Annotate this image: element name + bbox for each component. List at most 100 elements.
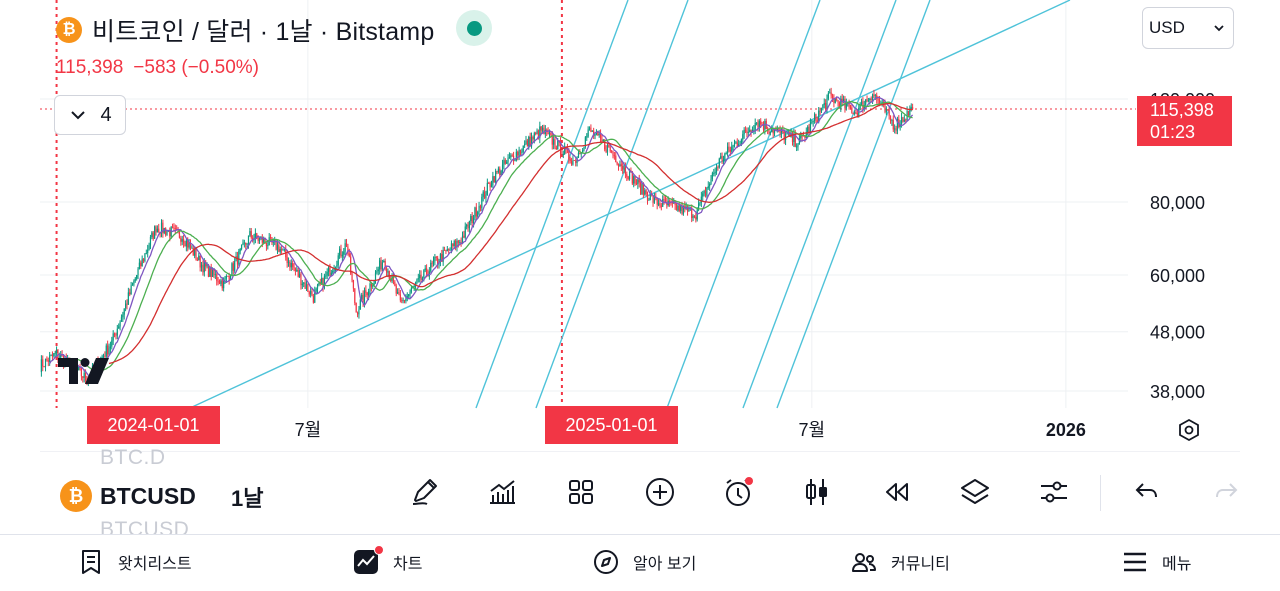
candle-body <box>232 263 234 271</box>
candle-body <box>362 294 364 303</box>
candle-body <box>296 269 298 271</box>
candle-body <box>305 284 308 289</box>
candle-body <box>51 354 54 357</box>
candle-body <box>764 121 766 130</box>
nav-chart[interactable]: 차트 <box>353 545 423 575</box>
candle-body <box>728 146 730 150</box>
undo-button[interactable] <box>1127 472 1167 512</box>
redo-button[interactable] <box>1206 472 1246 512</box>
candle-body <box>746 131 748 133</box>
price-change: −583 (−0.50%) <box>133 57 259 78</box>
trend-line <box>666 0 821 409</box>
candle-body <box>501 164 504 171</box>
layout-grid-icon <box>569 480 593 504</box>
candle-body <box>311 291 313 297</box>
candle-body <box>454 240 457 248</box>
candle-body <box>511 155 513 157</box>
candle-body <box>718 158 720 168</box>
candle-body <box>443 250 446 251</box>
candle-body <box>878 100 881 104</box>
candle-body <box>276 244 279 250</box>
candle-body <box>497 168 499 173</box>
candle-body <box>562 153 564 156</box>
candle-body <box>188 243 190 248</box>
candle-body <box>101 356 103 359</box>
candle-body <box>848 101 850 108</box>
nav-menu[interactable]: 메뉴 <box>1122 549 1191 575</box>
candle-body <box>428 271 430 277</box>
candle-body <box>514 160 516 162</box>
candle-body <box>854 111 856 114</box>
compare-symbol-button[interactable] <box>640 472 680 512</box>
candle-body <box>720 156 722 159</box>
candle-body <box>474 207 476 218</box>
candle-body <box>760 120 762 125</box>
chart-settings-button[interactable] <box>1034 472 1074 512</box>
layout-button[interactable] <box>561 472 601 512</box>
candle-body <box>388 271 390 280</box>
candle-body <box>697 203 700 210</box>
moving-average-line <box>108 102 913 365</box>
replay-button[interactable] <box>876 472 916 512</box>
candle-body <box>214 274 216 276</box>
candle-body <box>818 110 820 122</box>
candle-body <box>646 194 649 201</box>
nav-chart-label: 차트 <box>393 556 423 573</box>
candle-body <box>508 157 511 159</box>
candle-body <box>789 132 791 137</box>
candle-body <box>118 326 120 329</box>
candle-body <box>678 205 680 211</box>
nav-community[interactable]: 커뮤니티 <box>851 549 950 575</box>
date-marker-flag[interactable]: 2025-01-01 <box>545 406 678 444</box>
chart-type-button[interactable] <box>797 472 837 512</box>
candle-body <box>605 149 607 153</box>
indicators-toggle-button[interactable]: 4 <box>54 95 126 135</box>
candle-body <box>111 340 113 347</box>
symbol-header[interactable]: ₿ 비트코인 / 달러 · 1날 · Bitstamp <box>56 12 434 48</box>
candle-body <box>583 146 585 151</box>
candle-body <box>381 262 384 270</box>
symbol-button[interactable]: ₿ BTCUSD <box>60 480 196 512</box>
candle-body <box>452 243 454 247</box>
drawing-tools-button[interactable] <box>404 472 444 512</box>
alerts-button[interactable] <box>718 472 758 512</box>
last-price: 115,398 <box>56 57 124 78</box>
time-tick-label: 7월 <box>295 420 322 440</box>
candle-body <box>849 107 852 109</box>
date-marker-flag[interactable]: 2024-01-01 <box>87 406 220 444</box>
interval-button[interactable]: 1날 <box>231 486 264 511</box>
price-tag-value: 115,398 <box>1150 100 1214 120</box>
candle-body <box>569 158 571 162</box>
candle-body <box>229 276 232 280</box>
candle-body <box>220 280 222 284</box>
indicators-button[interactable] <box>482 472 522 512</box>
nav-watchlist[interactable]: 왓치리스트 <box>78 549 192 575</box>
candle-body <box>582 150 584 153</box>
currency-select[interactable]: USD <box>1142 7 1234 49</box>
candle-body <box>374 272 377 281</box>
object-tree-button[interactable] <box>955 472 995 512</box>
market-status-indicator[interactable] <box>456 10 492 46</box>
candle-body <box>838 102 841 109</box>
candle-body <box>247 235 250 245</box>
candle-body <box>307 284 309 292</box>
candle-body <box>431 262 433 264</box>
candle-body <box>290 263 292 268</box>
candle-body <box>423 270 425 278</box>
candle-body <box>126 303 128 305</box>
candle-body <box>910 107 912 110</box>
last-price-tag: 115,398 01:23 <box>1137 96 1232 146</box>
symbol-title[interactable]: 비트코인 / 달러 · 1날 · Bitstamp <box>92 18 435 46</box>
axis-settings-icon[interactable] <box>1174 416 1204 444</box>
candle-body <box>345 243 348 247</box>
candle-body <box>671 202 673 204</box>
candle-body <box>796 146 798 148</box>
candle-body <box>354 288 356 303</box>
candle-body <box>891 120 893 121</box>
nav-explore[interactable]: 알아 보기 <box>593 549 696 575</box>
candle-body <box>873 94 875 96</box>
candle-body <box>572 160 574 165</box>
candle-body <box>682 205 685 214</box>
candle-body <box>249 231 251 236</box>
